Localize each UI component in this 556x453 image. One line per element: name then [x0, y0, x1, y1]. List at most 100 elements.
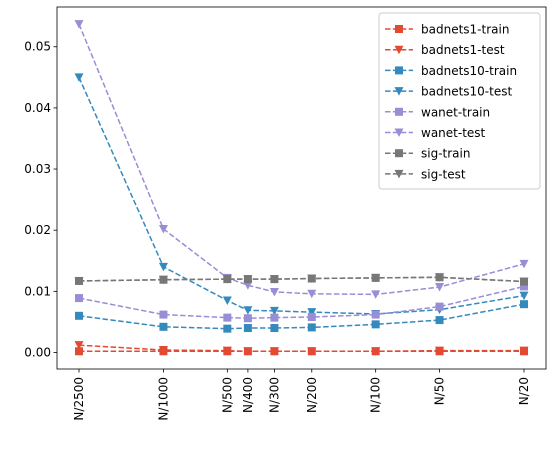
data-point-badnets10-test	[307, 308, 317, 317]
data-point-wanet-train	[371, 310, 380, 319]
data-point-badnets1-test	[435, 346, 445, 356]
legend-marker	[395, 66, 403, 75]
y-tick-label: 0.05	[24, 40, 51, 54]
legend-item-wanet-train: wanet-train	[385, 105, 490, 119]
data-point-sig-test	[222, 275, 232, 284]
data-point-wanet-train	[223, 313, 232, 322]
legend-item-badnets1-train: badnets1-train	[385, 23, 509, 37]
data-point-sig-test	[74, 276, 84, 286]
legend-label: badnets10-train	[421, 64, 517, 78]
x-tick-label: N/2500	[72, 377, 86, 421]
series-sig-test	[74, 273, 529, 287]
x-tick-label: N/400	[241, 377, 255, 413]
data-point-wanet-train	[307, 313, 316, 322]
data-point-badnets10-test	[158, 262, 168, 272]
x-tick-label: N/20	[517, 377, 531, 405]
data-point-wanet-train	[243, 314, 252, 323]
x-tick-label: N/50	[433, 377, 447, 405]
legend-label: sig-test	[421, 167, 466, 181]
data-point-badnets10-test	[74, 73, 84, 82]
data-point-badnets1-test	[371, 347, 381, 356]
data-point-badnets1-test	[307, 347, 317, 356]
legend-label: wanet-test	[421, 126, 486, 140]
legend-label: sig-train	[421, 147, 470, 161]
y-tick-label: 0.04	[24, 101, 51, 115]
data-point-badnets1-test	[158, 346, 168, 355]
plot-frame	[56, 6, 547, 370]
legend-marker	[395, 149, 403, 158]
data-point-wanet-test	[243, 281, 253, 290]
data-point-badnets10-train	[243, 324, 252, 333]
legend-item-badnets1-test: badnets1-test	[385, 43, 505, 57]
data-point-sig-test	[435, 273, 445, 282]
data-point-badnets10-test	[519, 291, 529, 301]
legend-label: badnets10-test	[421, 85, 512, 99]
data-point-badnets10-test	[222, 296, 232, 306]
data-point-wanet-train	[270, 313, 279, 322]
legend-marker	[395, 107, 403, 116]
y-tick-label: 0.03	[24, 162, 51, 176]
data-point-wanet-train	[435, 302, 444, 311]
data-point-badnets10-train	[520, 300, 528, 309]
legend-item-wanet-test: wanet-test	[385, 126, 486, 140]
legend-marker	[394, 169, 404, 179]
y-tick-label: 0.01	[24, 284, 51, 298]
x-tick-label: N/100	[369, 377, 383, 413]
data-point-badnets10-test	[269, 306, 279, 316]
legend-marker	[394, 87, 404, 96]
data-point-wanet-train	[159, 310, 168, 319]
data-point-badnets10-train	[371, 320, 380, 329]
y-tick-label: 0.02	[24, 223, 51, 237]
legend-item-sig-test: sig-test	[385, 167, 466, 181]
data-point-badnets1-train	[75, 347, 83, 356]
series-line-badnets10-train	[78, 303, 525, 330]
series-wanet-test	[74, 20, 529, 299]
series-line-wanet-train	[78, 285, 525, 320]
data-point-badnets1-test	[74, 341, 84, 350]
data-point-badnets10-train	[223, 324, 232, 333]
data-point-sig-test	[371, 273, 381, 283]
data-point-sig-test	[519, 277, 529, 287]
data-point-badnets1-test	[222, 346, 232, 356]
data-point-badnets10-train	[75, 311, 83, 320]
legend-box	[378, 12, 541, 190]
x-tick-label: N/1000	[156, 377, 170, 421]
data-point-sig-test	[269, 275, 279, 284]
data-point-wanet-test	[74, 20, 84, 29]
series-layer	[74, 20, 529, 356]
data-point-wanet-train	[75, 294, 83, 303]
series-wanet-train	[75, 282, 528, 323]
data-point-sig-test	[158, 275, 168, 285]
legend-marker	[394, 128, 404, 137]
series-badnets10-train	[75, 300, 528, 333]
legend-marker	[394, 45, 404, 55]
data-point-wanet-train	[520, 282, 528, 291]
x-tick-label: N/500	[220, 377, 234, 413]
data-point-badnets10-train	[159, 322, 168, 331]
data-point-sig-test	[243, 275, 253, 284]
data-point-wanet-test	[269, 287, 279, 297]
data-point-wanet-test	[307, 289, 317, 299]
data-point-wanet-test	[371, 290, 381, 299]
data-point-wanet-test	[519, 259, 529, 269]
data-point-badnets1-test	[269, 347, 279, 356]
series-line-sig-test	[78, 276, 525, 283]
axes-layer: 0.00 0.01 0.02 0.03 0.04 0.05 N/2500 N/1000 N/50…	[24, 40, 531, 421]
data-point-badnets10-train	[435, 316, 444, 325]
series-line-badnets1-test	[78, 344, 524, 353]
data-point-badnets10-train	[307, 323, 316, 332]
legend-marker	[395, 25, 403, 33]
legend: badnets1-train badnets1-test badnets10-tra…	[378, 12, 541, 190]
legend-label: wanet-train	[421, 105, 490, 119]
legend-item-sig-train: sig-train	[385, 147, 470, 161]
legend-label: badnets1-train	[421, 23, 509, 37]
data-point-badnets10-test	[243, 306, 253, 315]
legend-item-badnets10-train: badnets10-train	[385, 64, 517, 78]
data-point-sig-test	[307, 274, 317, 283]
y-tick-label: 0.00	[24, 345, 51, 359]
data-point-wanet-test	[435, 283, 445, 292]
legend-label: badnets1-test	[421, 43, 505, 57]
x-tick-label: N/200	[305, 377, 319, 413]
